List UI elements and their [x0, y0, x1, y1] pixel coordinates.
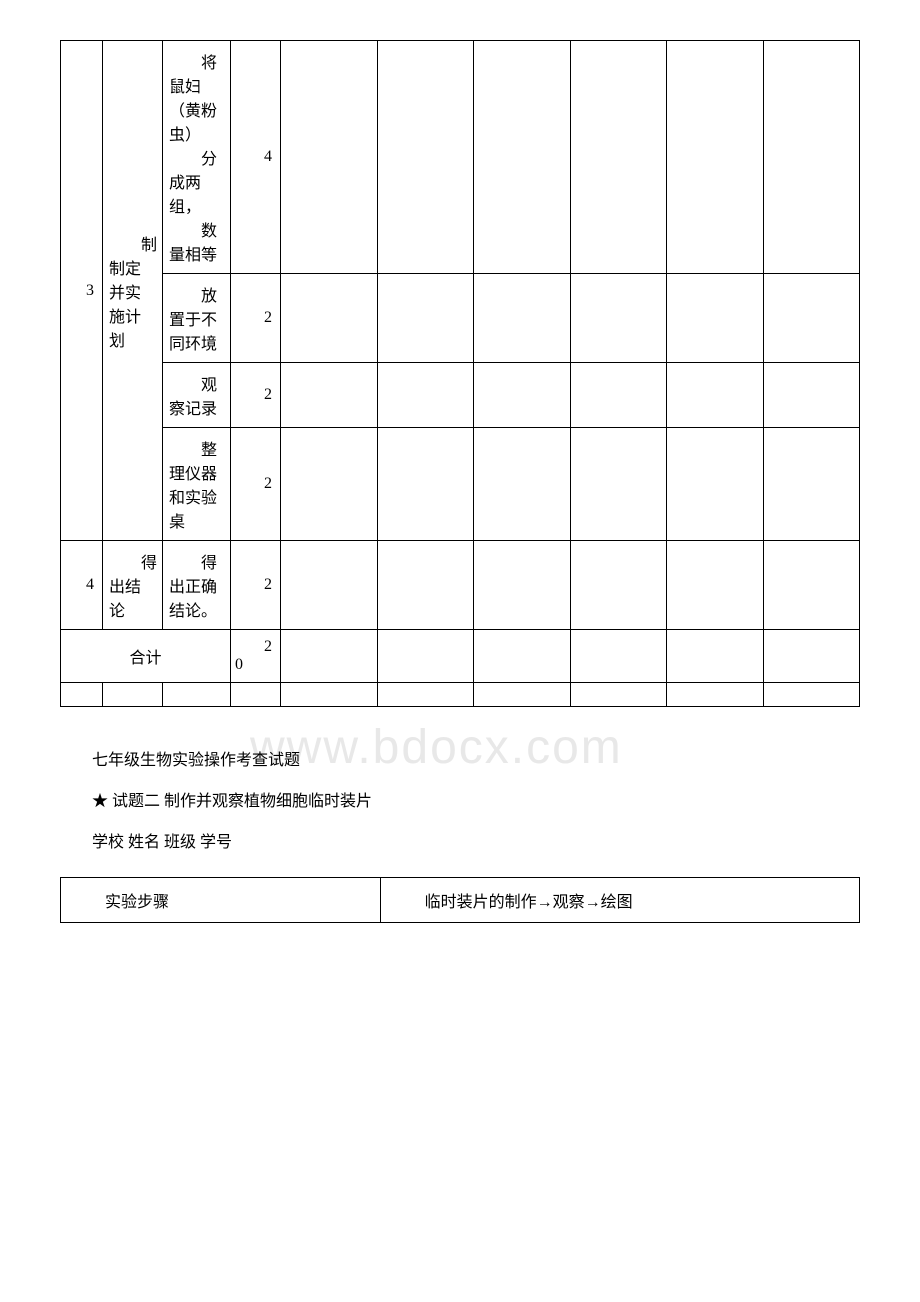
blank-cell	[163, 683, 231, 707]
blank-cell	[570, 541, 667, 630]
total-row: 合计 20	[61, 630, 860, 683]
blank-cell	[281, 541, 378, 630]
blank-cell	[763, 41, 860, 274]
table-row: 放置于不同环境 2	[61, 274, 860, 363]
blank-cell	[570, 683, 667, 707]
table-row: 4 得出结论 得出正确结论。 2	[61, 541, 860, 630]
desc-cell: 放置于不同环境	[163, 274, 231, 363]
blank-cell	[667, 41, 764, 274]
blank-cell	[377, 274, 474, 363]
desc-cell: 整理仪器和实验桌	[163, 428, 231, 541]
total-label: 合计	[61, 630, 231, 683]
blank-cell	[763, 363, 860, 428]
score-cell: 4	[231, 41, 281, 274]
row-number: 4	[61, 541, 103, 630]
blank-cell	[667, 630, 764, 683]
blank-cell	[474, 41, 571, 274]
blank-cell	[570, 428, 667, 541]
table-row: 整理仪器和实验桌 2	[61, 428, 860, 541]
blank-cell	[474, 541, 571, 630]
blank-cell	[474, 363, 571, 428]
blank-cell	[474, 630, 571, 683]
blank-cell	[377, 683, 474, 707]
section-title: 七年级生物实验操作考查试题	[60, 747, 860, 776]
blank-cell	[281, 630, 378, 683]
blank-cell	[103, 683, 163, 707]
section-text: 七年级生物实验操作考查试题 ★ 试题二 制作并观察植物细胞临时装片 学校 姓名 …	[60, 747, 860, 857]
main-scoring-table: 3 制制定并实施计划 将鼠妇（黄粉虫） 分成两组， 数量相等 4 放置于不同环境…	[60, 40, 860, 707]
row-number: 3	[61, 41, 103, 541]
blank-cell	[377, 541, 474, 630]
blank-cell	[763, 428, 860, 541]
sub-table: 实验步骤 临时装片的制作→观察→绘图	[60, 877, 860, 923]
blank-cell	[667, 428, 764, 541]
blank-cell	[377, 630, 474, 683]
step-label: 得出结论	[103, 541, 163, 630]
blank-cell	[281, 41, 378, 274]
blank-cell	[474, 428, 571, 541]
table-row: 实验步骤 临时装片的制作→观察→绘图	[61, 878, 860, 923]
step-label: 制制定并实施计划	[103, 41, 163, 541]
blank-cell	[763, 630, 860, 683]
blank-cell	[667, 541, 764, 630]
blank-cell	[231, 683, 281, 707]
blank-cell	[474, 274, 571, 363]
blank-cell	[570, 363, 667, 428]
blank-cell	[377, 428, 474, 541]
blank-cell	[61, 683, 103, 707]
table-row: 3 制制定并实施计划 将鼠妇（黄粉虫） 分成两组， 数量相等 4	[61, 41, 860, 274]
blank-cell	[667, 274, 764, 363]
blank-cell	[667, 363, 764, 428]
blank-cell	[570, 630, 667, 683]
blank-cell	[763, 274, 860, 363]
desc-cell: 将鼠妇（黄粉虫） 分成两组， 数量相等	[163, 41, 231, 274]
desc-cell: 观察记录	[163, 363, 231, 428]
section-subtitle: ★ 试题二 制作并观察植物细胞临时装片	[60, 788, 860, 817]
blank-cell	[763, 683, 860, 707]
total-score: 20	[231, 630, 281, 683]
section-info-line: 学校 姓名 班级 学号	[60, 829, 860, 858]
score-cell: 2	[231, 541, 281, 630]
blank-cell	[281, 274, 378, 363]
blank-cell	[570, 41, 667, 274]
blank-cell	[474, 683, 571, 707]
table-row: 观察记录 2	[61, 363, 860, 428]
blank-cell	[281, 428, 378, 541]
blank-cell	[281, 363, 378, 428]
desc-cell: 得出正确结论。	[163, 541, 231, 630]
blank-cell	[667, 683, 764, 707]
score-cell: 2	[231, 428, 281, 541]
score-cell: 2	[231, 274, 281, 363]
sub-left-cell: 实验步骤	[61, 878, 381, 923]
blank-cell	[377, 41, 474, 274]
blank-cell	[281, 683, 378, 707]
sub-right-cell: 临时装片的制作→观察→绘图	[380, 878, 859, 923]
blank-cell	[377, 363, 474, 428]
score-cell: 2	[231, 363, 281, 428]
empty-row	[61, 683, 860, 707]
blank-cell	[763, 541, 860, 630]
blank-cell	[570, 274, 667, 363]
